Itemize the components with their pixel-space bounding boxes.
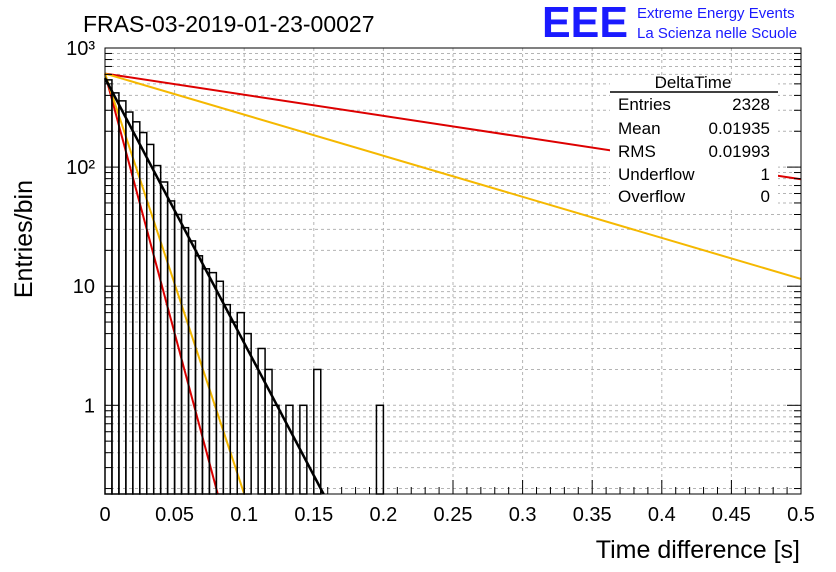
stats-label-rms: RMS	[618, 142, 656, 161]
stats-box-background	[610, 82, 778, 210]
x-tick-label: 0.05	[155, 504, 194, 526]
logo-line-2: La Scienza nelle Scuole	[637, 25, 797, 42]
stats-title: DeltaTime	[655, 73, 732, 92]
stats-label-entries: Entries	[618, 95, 671, 114]
stats-value-underflow: 1	[761, 165, 770, 184]
gold-line	[104, 72, 802, 280]
stats-label-mean: Mean	[618, 119, 661, 138]
stats-label-underflow: Underflow	[618, 165, 695, 184]
run-title: FRAS-03-2019-01-23-00027	[83, 11, 375, 37]
stats-value-overflow: 0	[761, 187, 770, 206]
fit-line	[103, 77, 325, 495]
x-tick-label: 0.3	[509, 504, 537, 526]
x-tick-label: 0.25	[434, 504, 473, 526]
y-axis-label: Entries/bin	[10, 180, 38, 298]
stats-box: DeltaTime Entries 2328 Mean 0.01935 RMS …	[610, 73, 778, 210]
y-tick-label: 1	[84, 395, 95, 417]
y-tick-label: 10²	[66, 157, 95, 179]
x-tick-label: 0.4	[648, 504, 676, 526]
x-tick-label: 0.45	[712, 504, 751, 526]
y-tick-label: 10	[73, 276, 95, 298]
axis-ticks: 0 0.05 0.1 0.15 0.2 0.25 0.3 0.35 0.4 0.45 0.51101…	[66, 38, 815, 526]
stats-value-mean: 0.01935	[709, 119, 770, 138]
eee-logo: EEE	[542, 0, 628, 47]
y-tick-label: 10³	[66, 38, 95, 60]
stats-label-overflow: Overflow	[618, 187, 686, 206]
x-tick-label: 0	[99, 504, 110, 526]
x-tick-label: 0.5	[787, 504, 815, 526]
logo-line-1: Extreme Energy Events	[637, 5, 795, 22]
x-tick-label: 0.2	[369, 504, 397, 526]
stats-value-entries: 2328	[732, 95, 770, 114]
x-axis-label: Time difference [s]	[596, 536, 800, 564]
x-tick-label: 0.35	[573, 504, 612, 526]
x-tick-label: 0.15	[294, 504, 333, 526]
x-tick-label: 0.1	[230, 504, 258, 526]
stats-value-rms: 0.01993	[709, 142, 770, 161]
